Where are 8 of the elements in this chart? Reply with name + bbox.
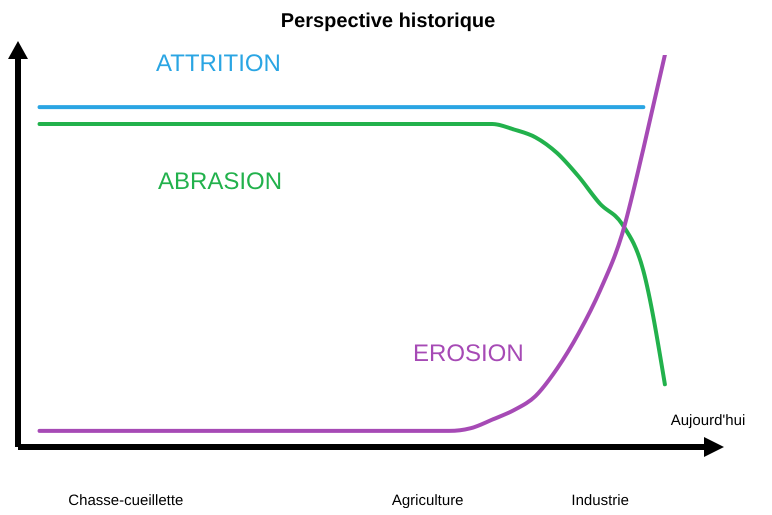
series-label: EROSION (413, 340, 524, 368)
x-tick-label: Aujourd'hui (670, 412, 746, 429)
x-tick-label: Chasse-cueillette (68, 492, 184, 509)
series-label: ABRASION (158, 168, 282, 196)
x-tick-label: Industrie (571, 492, 629, 509)
x-tick-label: Agriculture (392, 492, 464, 509)
series-label: ATTRITION (156, 50, 281, 78)
chart-title: Perspective historique (280, 10, 496, 33)
